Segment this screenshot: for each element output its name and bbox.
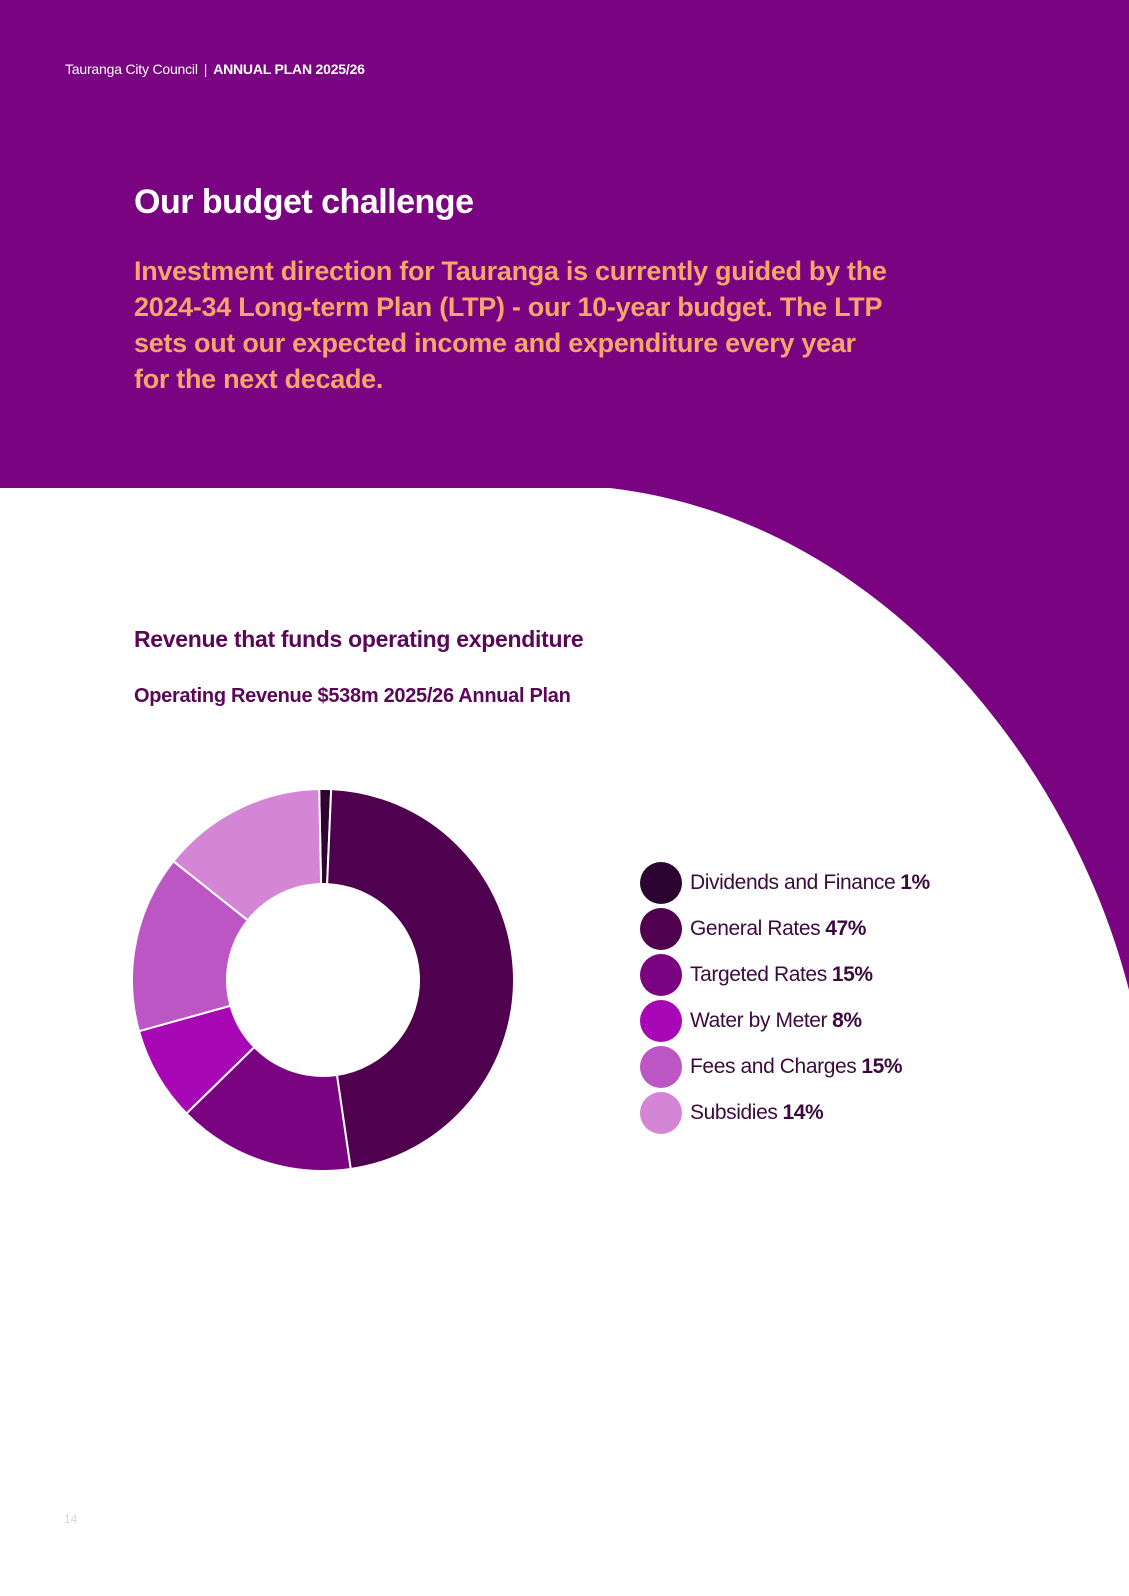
chart-legend: Dividends and Finance 1% General Rates 47% T… <box>640 860 930 1136</box>
intro-paragraph: Investment direction for Tauranga is cur… <box>134 256 887 394</box>
purple-header-band <box>0 0 1129 990</box>
legend-label-name: Dividends and Finance <box>690 871 896 894</box>
legend-label: Fees and Charges 15% <box>690 1055 903 1079</box>
header-separator: | <box>203 61 208 77</box>
legend-label-value: 15% <box>861 1055 903 1078</box>
legend-item-targeted-rates: Targeted Rates 15% <box>640 952 930 998</box>
organisation-name: Tauranga City Council <box>65 61 198 77</box>
chart-title: Revenue that funds operating expenditure <box>134 626 584 652</box>
legend-item-general-rates: General Rates 47% <box>640 906 930 952</box>
page-number: 14 <box>64 1512 78 1526</box>
legend-item-fees-and-charges: Fees and Charges 15% <box>640 1044 930 1090</box>
legend-swatch <box>640 1092 682 1134</box>
legend-label-value: 1% <box>900 871 930 894</box>
legend-label-value: 8% <box>832 1009 862 1032</box>
legend-label-value: 14% <box>782 1101 824 1124</box>
revenue-donut-chart <box>131 788 515 1172</box>
running-header: Tauranga City Council | ANNUAL PLAN 2025/2… <box>65 61 365 77</box>
legend-item-subsidies: Subsidies 14% <box>640 1090 930 1136</box>
legend-label: Targeted Rates 15% <box>690 963 873 987</box>
legend-swatch <box>640 954 682 996</box>
legend-label-value: 15% <box>831 963 873 986</box>
legend-label-name: Fees and Charges <box>690 1055 857 1078</box>
legend-label-name: General Rates <box>690 917 821 940</box>
legend-label-name: Subsidies <box>690 1101 778 1124</box>
legend-swatch <box>640 862 682 904</box>
legend-label: Dividends and Finance 1% <box>690 871 930 895</box>
page-title: Our budget challenge <box>134 183 474 221</box>
document-name: ANNUAL PLAN 2025/26 <box>213 61 365 77</box>
legend-item-water-by-meter: Water by Meter 8% <box>640 998 930 1044</box>
legend-label-name: Water by Meter <box>690 1009 828 1032</box>
legend-item-dividends-and-finance: Dividends and Finance 1% <box>640 860 930 906</box>
legend-label: General Rates 47% <box>690 917 866 941</box>
donut-slice-subsidies <box>172 788 323 922</box>
legend-swatch <box>640 908 682 950</box>
legend-swatch <box>640 1000 682 1042</box>
legend-label-value: 47% <box>825 917 867 940</box>
chart-subtitle: Operating Revenue $538m 2025/26 Annual P… <box>134 685 571 707</box>
legend-label-name: Targeted Rates <box>690 963 827 986</box>
legend-label: Water by Meter 8% <box>690 1009 862 1033</box>
legend-swatch <box>640 1046 682 1088</box>
legend-label: Subsidies 14% <box>690 1101 824 1125</box>
donut-slice-general-rates <box>326 788 515 1171</box>
